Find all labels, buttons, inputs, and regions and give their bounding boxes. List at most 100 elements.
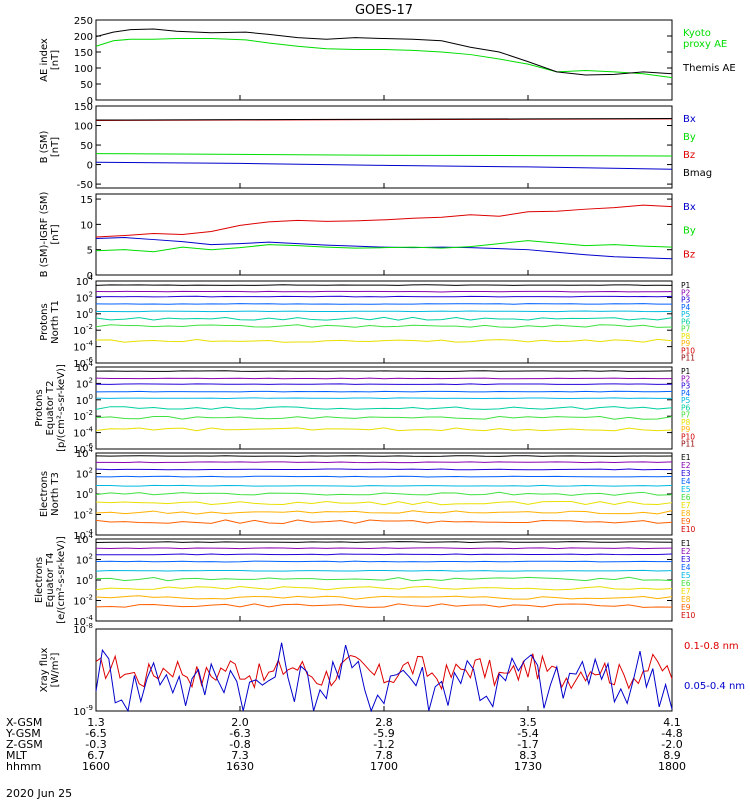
x-axis-value: 6.7 bbox=[87, 749, 105, 762]
channel-label: P5 bbox=[681, 396, 691, 405]
channel-line-e6 bbox=[95, 491, 673, 496]
channel-line-p1 bbox=[95, 284, 673, 286]
channel-line-p3 bbox=[95, 295, 673, 298]
series-line-by bbox=[95, 240, 673, 253]
y-tick-label: 100 bbox=[76, 307, 93, 321]
channel-line-p4 bbox=[95, 390, 673, 393]
panel-frame bbox=[95, 280, 673, 364]
y-tick-label: 15 bbox=[80, 195, 93, 206]
channel-line-p6 bbox=[95, 316, 673, 321]
y-tick-label: 100 bbox=[76, 393, 93, 407]
channel-label: E10 bbox=[681, 525, 696, 534]
channel-line-e4 bbox=[95, 475, 673, 478]
channel-label: E1 bbox=[681, 453, 691, 462]
series-line-bmag bbox=[95, 117, 673, 121]
y-tick-label: 10 bbox=[80, 220, 93, 231]
y-tick-label: 102 bbox=[76, 467, 93, 481]
y-tick-label: 100 bbox=[76, 573, 93, 587]
x-axis-value: 1800 bbox=[658, 760, 686, 773]
x-axis-value: -1.2 bbox=[373, 738, 394, 751]
x-axis-value: 3.5 bbox=[519, 716, 537, 729]
channel-line-e7 bbox=[95, 585, 673, 591]
x-axis-value: 1630 bbox=[226, 760, 254, 773]
channel-label: E5 bbox=[681, 571, 691, 580]
channel-line-p5 bbox=[95, 397, 673, 399]
y-tick-label: 150 bbox=[74, 102, 93, 113]
x-axis-value: 1730 bbox=[514, 760, 542, 773]
y-tick-label: 104 bbox=[76, 446, 94, 460]
footer-date: 2020 Jun 25 bbox=[6, 787, 72, 800]
channel-line-e8 bbox=[95, 595, 673, 600]
series-line-by bbox=[95, 153, 673, 157]
y-axis-label: B (SM)[nT] bbox=[39, 130, 61, 163]
channel-label: E2 bbox=[681, 547, 691, 556]
x-axis-value: 2.0 bbox=[231, 716, 249, 729]
channel-label: E6 bbox=[681, 579, 691, 588]
channel-label: E4 bbox=[681, 563, 691, 572]
channel-line-e2 bbox=[95, 461, 673, 464]
channel-label: P7 bbox=[681, 325, 691, 334]
y-tick-label: 5 bbox=[87, 246, 93, 257]
legend-entry: By bbox=[683, 226, 696, 237]
channel-line-e3 bbox=[95, 553, 673, 556]
x-axis-value: -1.7 bbox=[517, 738, 538, 751]
x-axis-value: -0.3 bbox=[85, 738, 106, 751]
y-tick-label: 200 bbox=[74, 32, 93, 43]
y-axis-label: ElectronsEquator T4[e/(cm²-s-sr-keV)] bbox=[34, 536, 67, 624]
y-axis-label: Xray flux[W/m²] bbox=[39, 648, 61, 693]
y-tick-label: 100 bbox=[74, 122, 93, 133]
channel-label: P2 bbox=[681, 374, 691, 383]
y-tick-label: 10-8 bbox=[73, 622, 93, 636]
y-tick-label: 100 bbox=[76, 487, 93, 501]
channel-line-e1 bbox=[95, 541, 673, 543]
legend-entry: Bx bbox=[683, 114, 696, 125]
legend-entry: 0.1-0.8 nm bbox=[684, 641, 739, 652]
panel-frame bbox=[95, 628, 673, 712]
y-axis-label: ElectronsNorth T3 bbox=[39, 471, 61, 517]
channel-line-e5 bbox=[95, 569, 673, 572]
channel-label: P4 bbox=[681, 303, 691, 312]
y-tick-label: 50 bbox=[80, 141, 93, 152]
y-tick-label: 150 bbox=[74, 48, 93, 59]
channel-label: P11 bbox=[681, 354, 695, 363]
series-line-bx bbox=[95, 161, 673, 170]
legend-entry: By bbox=[683, 132, 696, 143]
channel-label: P10 bbox=[681, 346, 695, 355]
channel-label: E8 bbox=[681, 595, 691, 604]
channel-line-e1 bbox=[95, 455, 673, 457]
channel-line-e6 bbox=[95, 576, 673, 582]
y-tick-label: 104 bbox=[76, 532, 94, 546]
channel-line-e2 bbox=[95, 547, 673, 550]
y-tick-label: 102 bbox=[76, 553, 93, 567]
channel-line-p7 bbox=[95, 415, 673, 420]
channel-label: P1 bbox=[681, 281, 691, 290]
series-line-bz bbox=[95, 204, 673, 238]
channel-label: P9 bbox=[681, 339, 691, 348]
channel-label: P1 bbox=[681, 367, 691, 376]
channel-line-p2 bbox=[95, 377, 673, 380]
x-axis-value: 2.8 bbox=[375, 716, 393, 729]
channel-label: E9 bbox=[681, 517, 691, 526]
y-tick-label: 10-2 bbox=[73, 409, 93, 423]
series-line-xray bbox=[95, 653, 673, 691]
y-tick-label: 50 bbox=[80, 80, 93, 91]
x-axis-row-label: Z-GSM bbox=[6, 738, 43, 751]
legend-entry: 0.05-0.4 nm bbox=[684, 681, 745, 692]
x-axis-value: -4.8 bbox=[661, 727, 682, 740]
channel-label: E1 bbox=[681, 539, 691, 548]
y-axis-label: ProtonsEquator T2[p/(cm²-s-sr-keV)] bbox=[34, 364, 67, 452]
legend-entry: Kyoto bbox=[683, 28, 711, 39]
channel-line-e5 bbox=[95, 484, 673, 487]
channel-label: E2 bbox=[681, 461, 691, 470]
y-tick-label: 0 bbox=[87, 161, 93, 172]
x-axis-row-label: MLT bbox=[6, 749, 27, 762]
channel-label: E7 bbox=[681, 587, 691, 596]
channel-line-e7 bbox=[95, 501, 673, 506]
x-axis-value: 8.3 bbox=[519, 749, 537, 762]
y-tick-label: 10-2 bbox=[73, 594, 93, 608]
channel-line-e4 bbox=[95, 560, 673, 563]
x-axis-value: 8.9 bbox=[663, 749, 681, 762]
